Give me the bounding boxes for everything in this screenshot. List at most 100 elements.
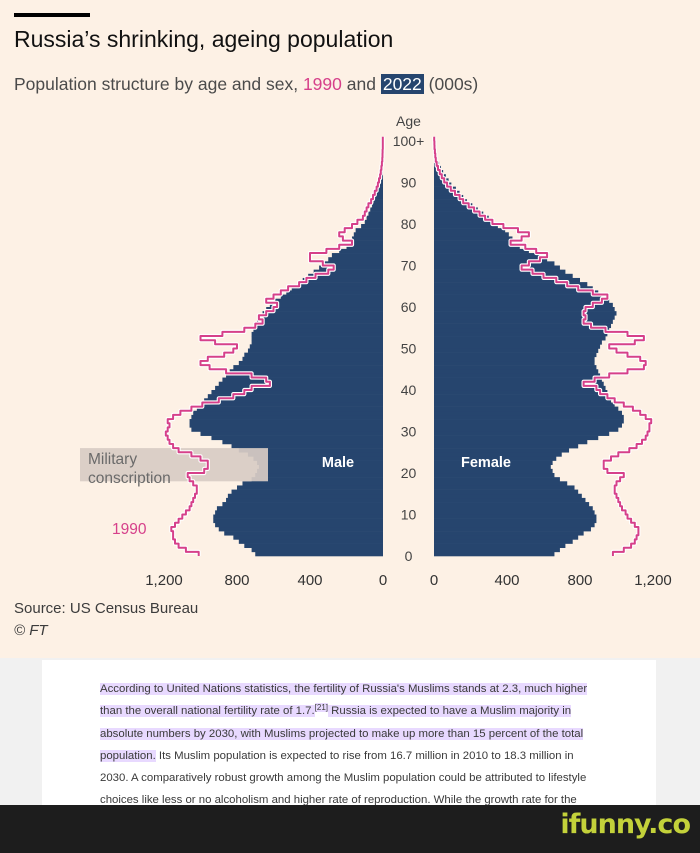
male-bar-2022 [218,526,383,532]
female-bar-2022 [434,535,579,540]
male-x-tick-label: 1,200 [145,572,183,589]
female-x-tick-label: 1,200 [634,572,672,589]
population-pyramid-chart: Military conscription 1990 0 10 20 30 40 50 60 70 8… [80,113,672,589]
female-bar-2022 [434,456,557,461]
female-label: Female [461,455,511,471]
female-bar-2022 [434,261,555,266]
female-bar-2022 [434,547,560,553]
female-bar-2022 [434,414,624,420]
female-bar-2022 [434,522,595,528]
male-bar-2022 [216,506,383,511]
age-tick-label: 40 [401,382,417,398]
male-bar-2022 [193,410,383,416]
female-bar-2022 [434,298,610,304]
male-bar-2022 [257,319,383,324]
age-tick-label: 70 [401,258,417,274]
age-tick-label: 90 [401,175,417,191]
male-bar-2022 [229,369,383,374]
male-bar-2022 [207,394,383,399]
male-bar-2022 [373,199,383,204]
female-bar-2022 [434,369,599,374]
female-bar-2022 [434,526,591,532]
male-bar-2022 [251,547,383,553]
male-bar-2022 [215,522,383,528]
male-bar-2022 [253,327,383,333]
male-bar-2022 [231,489,383,495]
female-bar-2022 [434,323,612,329]
conscription-label: Military [88,451,137,468]
female-bar-2022 [434,224,498,229]
conscription-label: conscription [88,470,171,487]
subtitle-suffix: (000s) [428,74,479,94]
male-bar-2022 [251,340,383,345]
female-bar-2022 [434,551,555,557]
female-x-tick-label: 800 [567,572,592,589]
chart-title: Russia’s shrinking, ageing population [14,26,394,52]
male-bar-2022 [308,273,383,279]
female-bar-2022 [434,390,608,395]
male-bar-2022 [331,253,383,258]
male-bar-2022 [255,551,383,557]
male-bar-2022 [191,414,383,420]
female-bar-2022 [434,257,548,262]
female-bar-2022 [434,439,588,445]
female-bar-2022 [434,282,588,287]
age-tick-label: 10 [401,507,417,523]
female-bar-2022 [434,273,573,279]
female-bar-2022 [434,497,586,503]
male-bar-2022 [351,236,383,241]
male-bar-2022 [231,443,383,449]
female-bar-2022 [434,394,610,399]
article-paragraph: According to United Nations statistics, … [100,678,600,805]
female-bar-2022 [434,286,593,291]
male-bar-2022 [238,448,383,453]
female-bar-2022 [434,481,568,486]
male-bar-2022 [213,514,383,519]
female-bar-2022 [434,360,595,366]
female-bar-2022 [434,331,608,337]
article-excerpt: According to United Nations statistics, … [42,660,656,805]
male-bar-2022 [351,240,383,246]
chart-card: Russia’s shrinking, ageing population Po… [0,0,700,658]
subtitle-year-1990: 1990 [302,74,342,94]
footnote-ref[interactable]: [21] [314,702,328,712]
male-bar-2022 [266,307,383,312]
female-bar-2022 [434,232,509,237]
female-bar-2022 [434,302,613,308]
male-bar-2022 [215,385,383,391]
female-bar-2022 [434,178,449,183]
female-x-tick-label: 0 [430,572,438,589]
age-tick-label: 60 [401,299,417,315]
male-bar-2022 [244,352,383,358]
female-bar-2022 [434,307,615,312]
male-bar-2022 [361,224,383,229]
female-outline-1990 [433,136,653,556]
female-bar-2022 [434,410,622,416]
female-bar-2022 [434,311,617,316]
brand-logo[interactable]: ifunny.co [560,809,691,840]
subtitle-prefix: Population structure by age and sex, [14,74,299,94]
female-bar-2022 [434,489,579,495]
female-bar-2022 [434,464,551,470]
female-bar-2022 [434,211,484,216]
male-bar-2022 [233,365,383,370]
male-bar-2022 [280,294,383,299]
female-bar-2022 [434,514,597,519]
female-bar-2022 [434,253,540,258]
male-bar-2022 [226,373,383,378]
female-bar-2022 [434,539,573,544]
female-bar-2022 [434,502,590,507]
female-bar-2022 [434,423,622,428]
age-tick-label: 80 [401,216,417,232]
female-bar-2022 [434,448,570,453]
male-bar-2022 [222,439,383,445]
female-bar-2022 [434,207,478,212]
male-bar-2022 [204,398,383,403]
female-bar-2022 [434,290,599,295]
female-bar-2022 [434,460,553,465]
female-bar-2022 [434,431,610,436]
male-bar-2022 [313,269,383,275]
female-bar-2022 [434,236,513,241]
female-bar-2022 [434,348,599,353]
female-bar-2022 [434,435,599,441]
